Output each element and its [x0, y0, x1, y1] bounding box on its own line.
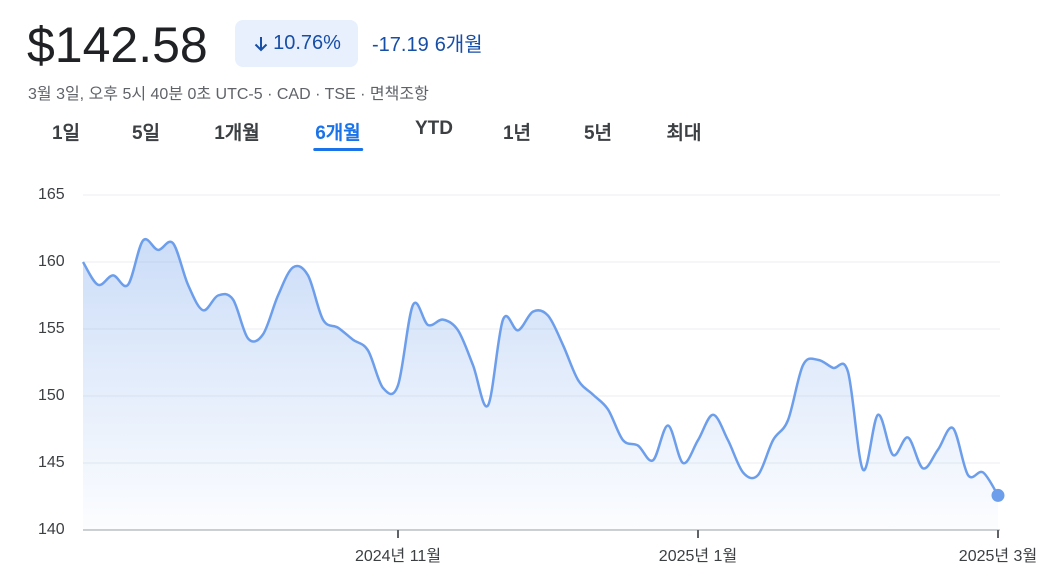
y-tick-label: 160: [38, 253, 65, 270]
change-value: -17.19: [372, 34, 429, 56]
price-line: [81, 238, 1000, 497]
range-tab[interactable]: 최대: [666, 123, 702, 144]
y-tick-label: 165: [38, 186, 65, 203]
x-tick-label: 2024년 11월: [355, 547, 441, 565]
change-badge: 10.76%: [235, 20, 358, 67]
change: -17.19 6개월: [372, 28, 483, 57]
range-tab[interactable]: 1개월: [214, 123, 260, 144]
range-tab[interactable]: 5년: [583, 123, 613, 144]
price: $142.58: [27, 17, 208, 73]
y-tick-label: 150: [38, 387, 65, 404]
change-percent: 10.76%: [273, 32, 341, 54]
range-tabs: 1일 5일 1개월 6개월 YTD 1년 5년 최대: [0, 118, 760, 154]
y-tick-label: 155: [38, 320, 65, 337]
quote-info: 3월 3일, 오후 5시 40분 0초 UTC-5 · CAD · TSE · …: [28, 86, 429, 103]
range-tab[interactable]: 1일: [51, 123, 81, 144]
y-tick-label: 145: [38, 454, 65, 471]
last-point: [991, 488, 1005, 502]
x-tick-label: 2025년 3월: [959, 547, 1037, 565]
range-tab[interactable]: 6개월: [313, 118, 363, 151]
area: [83, 239, 998, 530]
range-tab[interactable]: 5일: [131, 123, 161, 144]
range-tab[interactable]: 1년: [502, 123, 532, 144]
change-period: 6개월: [434, 34, 483, 56]
range-tab[interactable]: YTD: [415, 118, 453, 139]
x-tick-label: 2025년 1월: [659, 547, 737, 565]
down-arrow-icon: [254, 36, 268, 51]
y-tick-label: 140: [38, 521, 65, 538]
